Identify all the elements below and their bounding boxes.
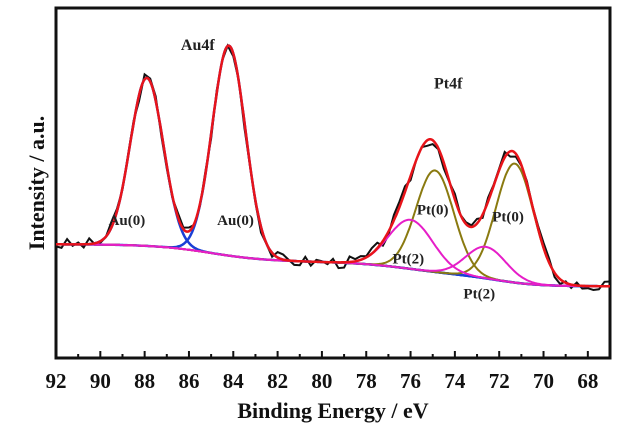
pt2-fit-line [56, 218, 610, 288]
au0-fit-line [56, 44, 610, 288]
x-tick-label: 76 [400, 369, 421, 393]
x-tick-label: 74 [444, 369, 466, 393]
x-axis-title: Binding Energy / eV [237, 398, 428, 423]
x-tick-label: 78 [356, 369, 377, 393]
annotation-label: Pt4f [434, 76, 463, 93]
x-tick-label: 72 [489, 369, 510, 393]
x-tick-label: 88 [134, 369, 155, 393]
annotation-label: Au(0) [217, 213, 254, 229]
annotation-label: Au(0) [109, 213, 146, 229]
curves [55, 43, 611, 292]
x-tick-label: 68 [577, 369, 598, 393]
pt2-fit-line [56, 243, 610, 288]
annotations: Au4f Au(0) Au(0) Pt4f Pt(0) Pt(0) Pt(2) Pt(2) [109, 37, 524, 303]
annotation-label: Pt(0) [492, 210, 524, 226]
x-tick-label: 80 [311, 369, 332, 393]
x-tick-label: 90 [90, 369, 111, 393]
plot-frame [54, 6, 612, 360]
x-tick-label: 70 [533, 369, 554, 393]
envelope-fit-line [56, 44, 610, 288]
annotation-label: Pt(2) [393, 252, 425, 268]
x-ticks: 92 90 88 86 84 82 80 78 76 74 72 70 68 [46, 351, 611, 393]
x-tick-label: 82 [267, 369, 288, 393]
annotation-label: Au4f [181, 37, 215, 54]
x-tick-label: 84 [223, 369, 245, 393]
annotation-label: Pt(2) [463, 287, 495, 303]
x-tick-label: 86 [178, 369, 199, 393]
raw-data-line [55, 43, 611, 292]
x-tick-label: 92 [46, 369, 67, 393]
y-axis-title: Intensity / a.u. [24, 116, 49, 250]
annotation-label: Pt(0) [417, 203, 449, 219]
